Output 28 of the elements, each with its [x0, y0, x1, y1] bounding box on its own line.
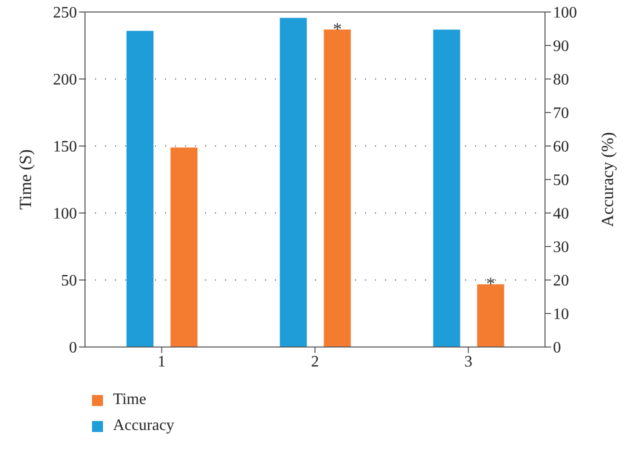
x-tick-label: 2	[311, 353, 319, 370]
y2-tick-label: 90	[553, 38, 569, 56]
x-tick-label: 1	[158, 353, 166, 370]
y2-tick-label: 80	[553, 72, 569, 89]
y2-axis-title: Accuracy (%)	[598, 132, 618, 227]
y2-tick-label: 30	[553, 239, 569, 256]
y2-tick-label: 0	[553, 340, 561, 357]
y-tick-label: 200	[53, 72, 77, 89]
legend-label: Time	[113, 391, 146, 409]
y2-tick-label: 70	[553, 105, 569, 122]
y2-tick-label: 10	[553, 306, 569, 324]
y-tick-label: 250	[53, 4, 77, 22]
bar	[477, 284, 504, 347]
y-tick-label: 150	[53, 138, 77, 156]
y-tick-label: 100	[53, 206, 77, 223]
y-axis-title: Time (S)	[16, 149, 36, 210]
y2-tick-label: 20	[553, 272, 569, 290]
y-tick-label: 0	[69, 340, 77, 357]
data-label: *	[486, 274, 496, 294]
bar	[170, 148, 198, 347]
y2-tick-label: 50	[553, 172, 569, 190]
y-tick-label: 50	[61, 272, 77, 290]
x-tick-label: 3	[464, 353, 472, 370]
y2-tick-label: 40	[553, 206, 569, 223]
y2-tick-label: 60	[553, 138, 569, 156]
legend-label: Accuracy	[113, 417, 174, 435]
y2-tick-label: 100	[553, 4, 577, 22]
bar	[324, 29, 351, 347]
